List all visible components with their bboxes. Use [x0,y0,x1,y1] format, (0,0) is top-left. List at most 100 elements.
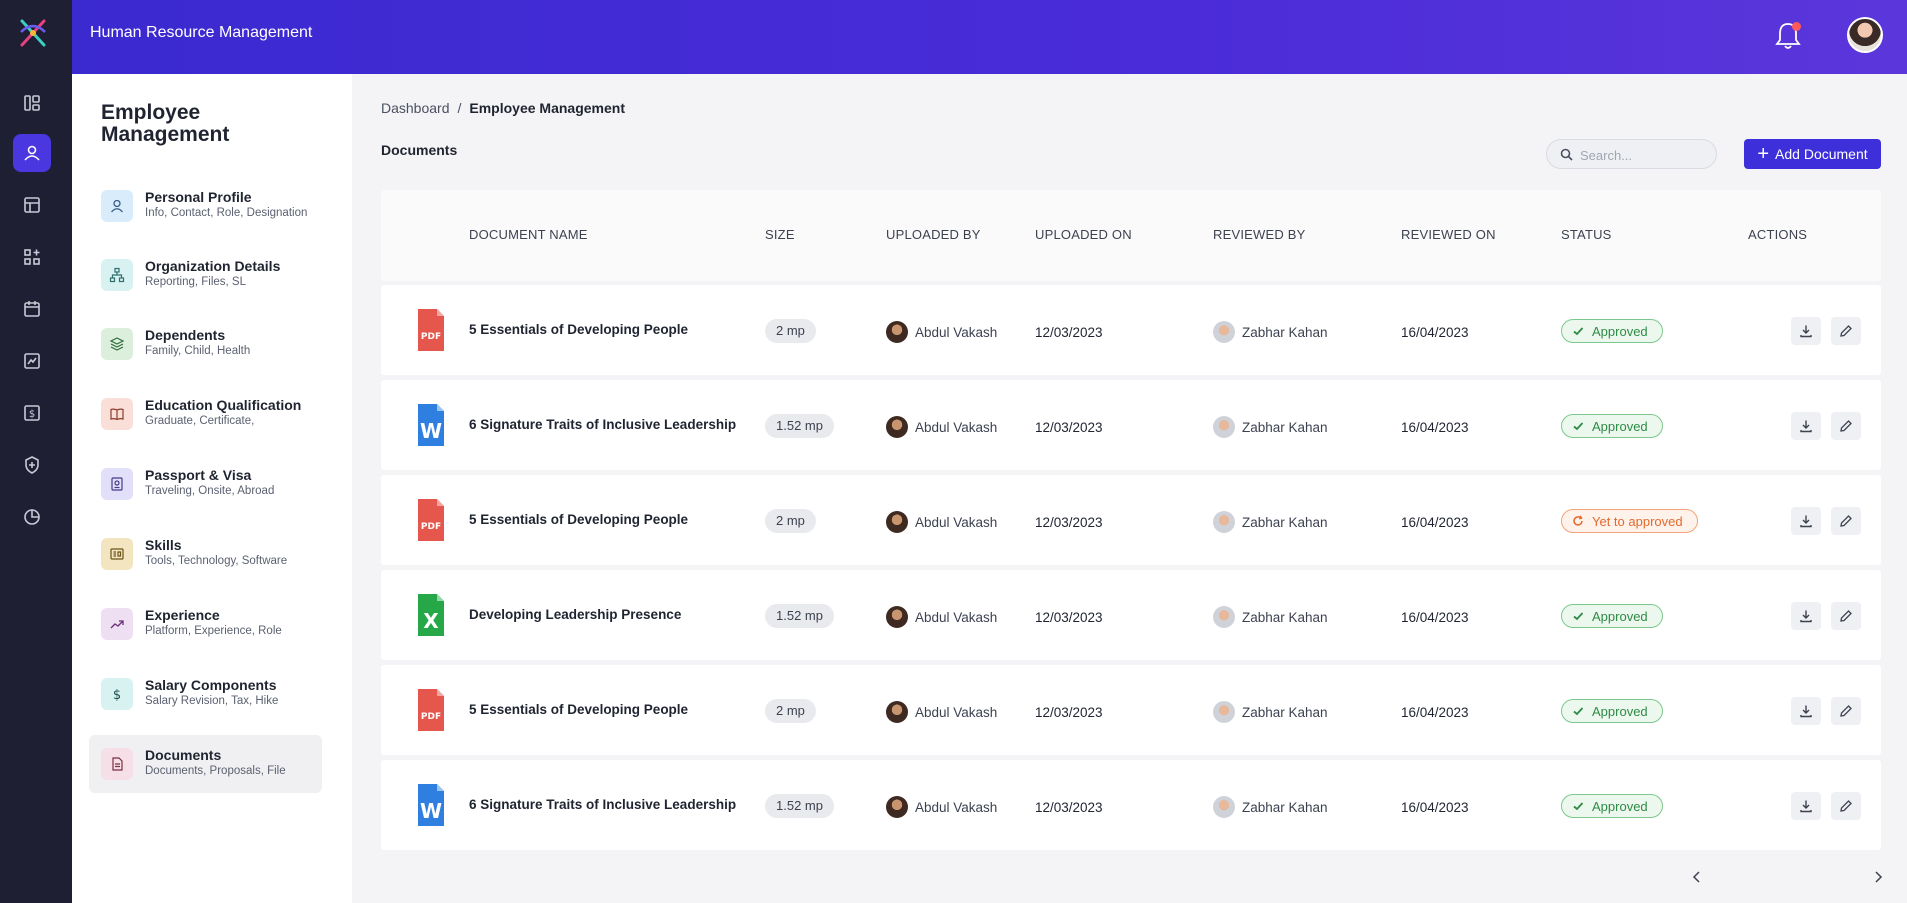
table-row[interactable]: W 6 Signature Traits of Inclusive Leaders… [381,380,1881,470]
download-icon [1800,325,1812,338]
org-chart-icon [101,259,133,291]
uploader-avatar [886,796,908,818]
uploader-avatar [886,511,908,533]
edit-button[interactable] [1831,792,1861,820]
sidebar-item-sub: Graduate, Certificate, [145,415,255,427]
uploaded-on: 12/03/2023 [1035,610,1103,625]
sidebar-item-label: Passport & Visa [145,467,252,483]
svg-text:$: $ [113,688,121,702]
app-logo-icon[interactable] [16,16,50,50]
rail-reports-icon[interactable] [13,342,51,380]
uploader-name: Abdul Vakash [915,799,998,815]
notification-dot [1792,22,1801,31]
rail-employees-icon[interactable] [13,134,51,172]
reviewer-name: Zabhar Kahan [1242,799,1328,815]
sidebar-item-label: Experience [145,607,220,623]
download-button[interactable] [1791,317,1821,345]
pagination-next-icon[interactable] [1869,866,1887,888]
sidebar-item-organization-details[interactable]: Organization Details Reporting, Files, S… [89,246,322,304]
user-icon [101,190,133,222]
uploaded-by: Abdul Vakash [886,511,997,533]
reviewer-avatar [1213,321,1235,343]
breadcrumb-current: Employee Management [469,100,625,116]
uploaded-by: Abdul Vakash [886,416,997,438]
download-button[interactable] [1791,792,1821,820]
status-label: Yet to approved [1592,513,1683,529]
svg-text:W: W [420,799,442,823]
document-name[interactable]: 5 Essentials of Developing People [469,702,689,717]
rail-layout-icon[interactable] [13,186,51,224]
status-label: Approved [1592,703,1648,719]
uploaded-on: 12/03/2023 [1035,515,1103,530]
reviewer-avatar [1213,701,1235,723]
sidebar-item-education-qualification[interactable]: Education Qualification Graduate, Certif… [89,385,322,443]
notification-bell-icon[interactable] [1773,20,1803,52]
reviewer-name: Zabhar Kahan [1242,704,1328,720]
download-button[interactable] [1791,697,1821,725]
search-input[interactable] [1580,145,1710,165]
uploaded-on: 12/03/2023 [1035,325,1103,340]
sidebar-item-skills[interactable]: Skills Tools, Technology, Software [89,525,322,583]
sidebar-item-sub: Platform, Experience, Role [145,625,282,637]
document-name[interactable]: 6 Signature Traits of Inclusive Leadersh… [469,417,737,432]
sidebar-item-personal-profile[interactable]: Personal Profile Info, Contact, Role, De… [89,177,322,235]
document-name[interactable]: 6 Signature Traits of Inclusive Leadersh… [469,797,737,812]
rail-calendar-icon[interactable] [13,290,51,328]
col-uploaded-on: UPLOADED ON [1035,227,1132,242]
size-badge: 1.52 mp [765,604,834,628]
document-name[interactable]: 5 Essentials of Developing People [469,322,689,337]
sidebar-title: Employee Management [101,101,230,146]
uploader-name: Abdul Vakash [915,419,998,435]
download-button[interactable] [1791,507,1821,535]
col-status: STATUS [1561,227,1612,242]
status-label: Approved [1592,418,1648,434]
pdf-file-icon: PDF [416,307,446,353]
sidebar-item-sub: Traveling, Onsite, Abroad [145,485,275,497]
uploaded-by: Abdul Vakash [886,701,997,723]
rail-security-icon[interactable] [13,446,51,484]
icon-rail: $ [0,0,72,903]
rail-apps-icon[interactable] [13,238,51,276]
document-name[interactable]: 5 Essentials of Developing People [469,512,689,527]
add-document-button[interactable]: + Add Document [1744,139,1881,169]
download-button[interactable] [1791,412,1821,440]
table-row[interactable]: PDF 5 Essentials of Developing People 2 mp… [381,665,1881,755]
pagination-prev-icon[interactable] [1688,866,1706,888]
sidebar-item-label: Skills [145,537,182,553]
document-name[interactable]: Developing Leadership Presence [469,607,682,622]
reviewed-on: 16/04/2023 [1401,420,1469,435]
sidebar-item-salary-components[interactable]: $ Salary Components Salary Revision, Tax… [89,665,322,723]
word-file-icon: W [416,402,446,448]
skills-icon [101,538,133,570]
svg-text:PDF: PDF [421,712,441,722]
col-document-name: DOCUMENT NAME [469,227,588,242]
user-avatar[interactable] [1847,17,1883,53]
download-icon [1800,800,1812,813]
breadcrumb: Dashboard / Employee Management [381,100,625,116]
sidebar-item-passport-visa[interactable]: Passport & Visa Traveling, Onsite, Abroa… [89,455,322,513]
rail-analytics-icon[interactable] [13,498,51,536]
download-button[interactable] [1791,602,1821,630]
sidebar-item-documents[interactable]: Documents Documents, Proposals, File [89,735,322,793]
table-row[interactable]: X Developing Leadership Presence 1.52 mp Ab… [381,570,1881,660]
edit-button[interactable] [1831,507,1861,535]
edit-button[interactable] [1831,412,1861,440]
table-row[interactable]: PDF 5 Essentials of Developing People 2 mp… [381,475,1881,565]
breadcrumb-dashboard-link[interactable]: Dashboard [381,100,450,116]
sidebar-item-dependents[interactable]: Dependents Family, Child, Health [89,315,322,373]
search-icon [1560,148,1573,161]
table-row[interactable]: PDF 5 Essentials of Developing People 2 mp… [381,285,1881,375]
edit-button[interactable] [1831,317,1861,345]
reviewer-avatar [1213,511,1235,533]
pdf-file-icon: PDF [416,687,446,733]
breadcrumb-separator: / [457,100,462,116]
sidebar-item-experience[interactable]: Experience Platform, Experience, Role [89,595,322,653]
section-title: Documents [381,142,458,158]
rail-dashboard-icon[interactable] [13,84,51,122]
edit-button[interactable] [1831,602,1861,630]
table-row[interactable]: W 6 Signature Traits of Inclusive Leaders… [381,760,1881,850]
edit-button[interactable] [1831,697,1861,725]
rail-payroll-icon[interactable]: $ [13,394,51,432]
excel-file-icon: X [416,592,446,638]
sidebar-item-label: Documents [145,747,222,763]
